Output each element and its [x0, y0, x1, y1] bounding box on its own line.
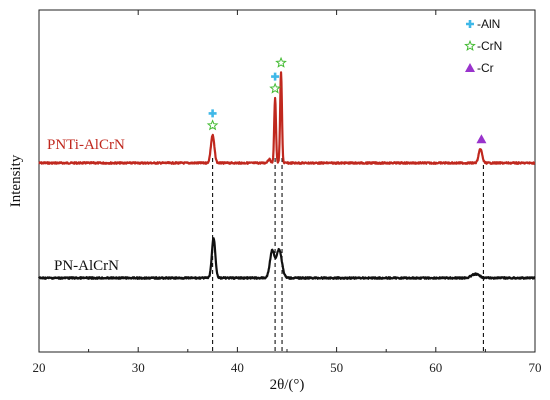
- x-tick-label: 40: [231, 360, 244, 375]
- crn-marker: [269, 82, 281, 94]
- series-layer: PNTi-AlCrN PN-AlCrN: [38, 71, 536, 280]
- legend-label: -AlN: [477, 17, 500, 31]
- y-axis-title: Intensity: [8, 154, 24, 207]
- plot-frame: [38, 9, 536, 353]
- reference-lines: [212, 158, 484, 352]
- aln-marker: [271, 72, 280, 81]
- crn-marker: [464, 39, 476, 51]
- x-axis-title: 2θ/(°): [270, 377, 305, 393]
- crn-marker: [275, 56, 287, 68]
- legend: -AlN -CrN -Cr: [464, 17, 502, 75]
- cr-marker: [476, 134, 487, 144]
- x-axis-ticks: 20 30 40 50 60 70: [33, 10, 542, 375]
- aln-marker: [466, 20, 474, 28]
- x-tick-label: 50: [330, 360, 343, 375]
- legend-label: -CrN: [477, 39, 502, 53]
- x-tick-label: 70: [529, 360, 542, 375]
- aln-marker: [208, 109, 217, 118]
- series-line: [38, 71, 536, 165]
- series-label: PN-AlCrN: [54, 258, 119, 274]
- cr-marker: [465, 63, 475, 72]
- series-label: PNTi-AlCrN: [47, 137, 125, 153]
- x-tick-label: 60: [429, 360, 442, 375]
- x-tick-label: 30: [132, 360, 145, 375]
- series-line: [38, 237, 536, 280]
- legend-label: -Cr: [477, 61, 494, 75]
- x-tick-label: 20: [33, 360, 46, 375]
- crn-marker: [206, 119, 219, 131]
- phase-markers: [206, 56, 487, 144]
